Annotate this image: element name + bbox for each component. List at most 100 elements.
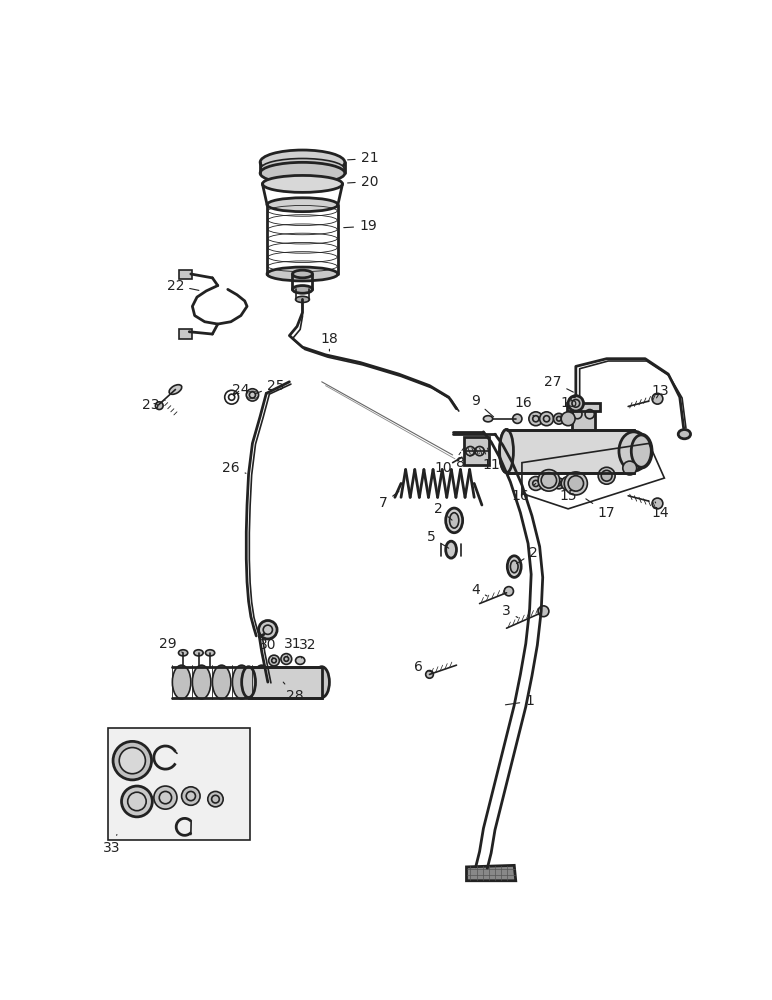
Ellipse shape [296, 657, 305, 664]
Ellipse shape [631, 435, 652, 467]
Circle shape [121, 786, 152, 817]
Circle shape [652, 498, 663, 509]
Text: 9: 9 [471, 394, 493, 417]
Bar [567, 403, 601, 411]
Circle shape [561, 477, 575, 490]
Ellipse shape [261, 158, 344, 179]
Circle shape [186, 791, 195, 801]
Ellipse shape [293, 270, 313, 278]
Ellipse shape [510, 560, 518, 573]
Text: 10: 10 [435, 460, 459, 475]
Ellipse shape [242, 667, 256, 698]
Text: 2: 2 [435, 502, 452, 520]
Circle shape [269, 655, 279, 666]
Circle shape [181, 787, 200, 805]
Ellipse shape [538, 470, 560, 491]
Bar [572, 409, 595, 430]
Ellipse shape [232, 665, 251, 699]
Bar [178, 329, 192, 339]
Ellipse shape [623, 461, 637, 475]
Text: 28: 28 [283, 682, 303, 703]
Text: 17: 17 [586, 499, 615, 520]
Ellipse shape [541, 473, 557, 488]
Circle shape [538, 606, 549, 617]
Ellipse shape [449, 513, 459, 528]
Circle shape [568, 396, 584, 411]
Ellipse shape [679, 430, 691, 439]
Ellipse shape [507, 556, 521, 577]
Circle shape [154, 786, 177, 809]
Text: 6: 6 [414, 660, 432, 674]
Text: 14: 14 [652, 502, 669, 520]
Ellipse shape [314, 667, 330, 698]
Text: 31: 31 [283, 637, 301, 656]
Circle shape [554, 413, 564, 424]
Text: 29: 29 [159, 637, 183, 653]
Text: 33: 33 [103, 835, 120, 855]
Ellipse shape [252, 665, 271, 699]
Circle shape [513, 414, 522, 423]
Ellipse shape [293, 286, 313, 293]
Text: 26: 26 [222, 461, 246, 475]
Ellipse shape [260, 162, 345, 184]
Circle shape [504, 587, 513, 596]
Text: 7: 7 [379, 491, 399, 510]
Ellipse shape [564, 472, 587, 495]
Circle shape [246, 389, 259, 401]
Circle shape [113, 741, 151, 780]
Ellipse shape [205, 650, 215, 656]
Ellipse shape [445, 541, 456, 558]
Ellipse shape [194, 650, 203, 656]
Text: 25: 25 [255, 379, 284, 394]
Ellipse shape [178, 650, 188, 656]
Circle shape [529, 477, 543, 490]
Text: 19: 19 [344, 219, 377, 233]
Text: 4: 4 [472, 583, 487, 597]
Ellipse shape [260, 150, 345, 175]
Text: 20: 20 [347, 175, 378, 189]
Circle shape [127, 792, 146, 811]
Text: 16: 16 [515, 396, 534, 417]
Ellipse shape [267, 267, 338, 281]
Circle shape [119, 748, 145, 774]
Text: 13: 13 [652, 384, 669, 398]
Ellipse shape [499, 430, 513, 473]
Ellipse shape [618, 431, 649, 471]
Text: 2: 2 [516, 546, 538, 564]
Text: 30: 30 [259, 638, 276, 658]
Text: 3: 3 [502, 604, 518, 618]
Ellipse shape [172, 665, 191, 699]
Circle shape [652, 393, 663, 404]
Text: 16: 16 [512, 483, 536, 503]
Text: 23: 23 [142, 398, 165, 412]
Ellipse shape [568, 476, 584, 491]
Text: 21: 21 [347, 151, 378, 165]
Circle shape [540, 412, 554, 426]
Ellipse shape [267, 198, 338, 212]
Ellipse shape [212, 665, 231, 699]
Text: 11: 11 [479, 453, 500, 472]
Circle shape [281, 654, 292, 664]
Circle shape [529, 412, 543, 426]
Circle shape [554, 478, 564, 489]
Circle shape [155, 402, 163, 410]
Polygon shape [466, 865, 516, 881]
Ellipse shape [169, 385, 181, 394]
Text: 27: 27 [544, 375, 574, 392]
Ellipse shape [619, 432, 648, 470]
Text: 8: 8 [456, 453, 475, 470]
Ellipse shape [262, 175, 343, 192]
Ellipse shape [601, 470, 612, 481]
Circle shape [561, 412, 575, 426]
Text: 15: 15 [559, 483, 577, 503]
Text: 22: 22 [167, 279, 199, 293]
Ellipse shape [483, 416, 493, 422]
Text: 32: 32 [299, 638, 317, 658]
Text: 24: 24 [232, 382, 249, 396]
Ellipse shape [445, 508, 462, 533]
Circle shape [425, 671, 433, 678]
Bar [464, 437, 489, 465]
Ellipse shape [499, 430, 513, 473]
Text: 18: 18 [320, 332, 338, 351]
Bar [178, 270, 192, 279]
